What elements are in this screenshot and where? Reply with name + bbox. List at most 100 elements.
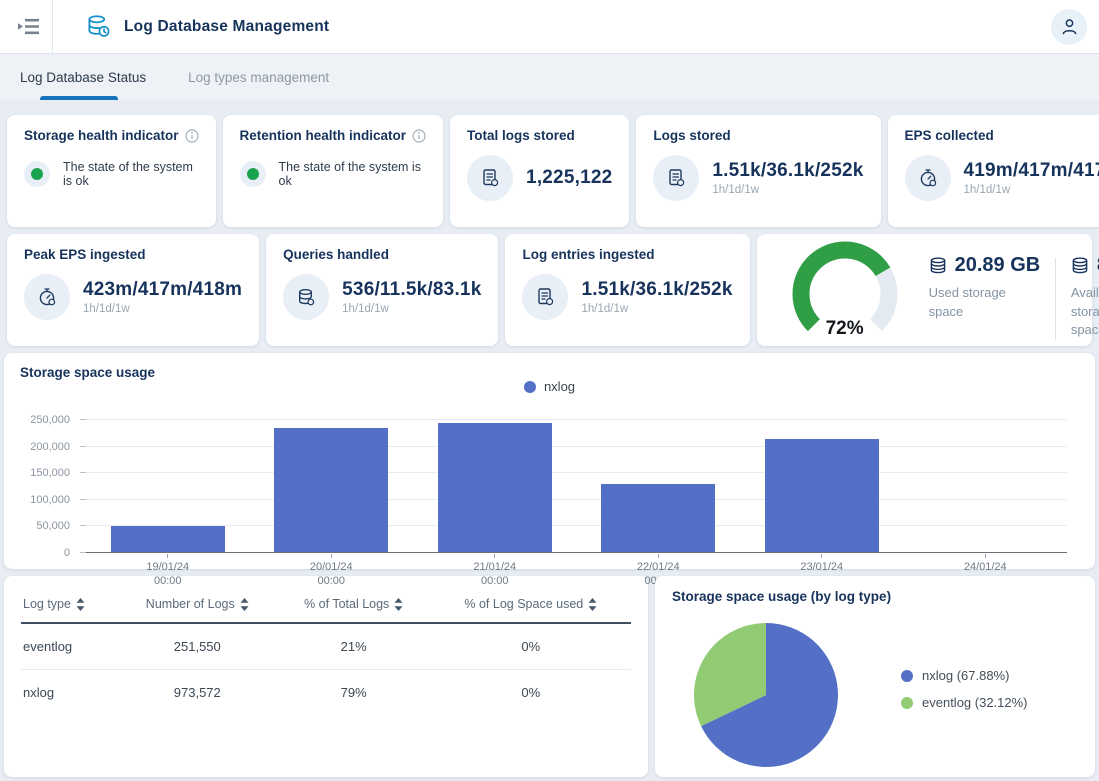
log-document-icon xyxy=(522,274,568,320)
peak-eps-ingested-card: Peak EPS ingested 423m/417m/418m 1h/1d/1… xyxy=(7,234,259,346)
bar-chart-legend-item-nxlog[interactable]: nxlog xyxy=(4,379,1095,394)
log-document-icon xyxy=(467,155,513,201)
health-dot-ring xyxy=(24,161,50,187)
y-tick-label: 0 xyxy=(64,546,70,560)
metric-value: 1.51k/36.1k/252k xyxy=(712,160,863,182)
bar-chart: 050,000100,000150,000200,000250,000 19/0… xyxy=(20,420,1079,592)
metric-period: 1h/1d/1w xyxy=(964,184,1099,196)
storage-stats: 20.89 GB Used storage space 8 GB Availab… xyxy=(929,240,1099,341)
bar-band xyxy=(413,420,577,553)
y-axis: 050,000100,000150,000200,000250,000 xyxy=(20,420,76,553)
used-storage-value: 20.89 GB xyxy=(955,254,1041,277)
topbar-divider xyxy=(52,0,53,54)
cell-log-type: nxlog xyxy=(21,670,118,716)
pie-legend-item-eventlog[interactable]: eventlog (32.12%) xyxy=(901,695,1028,710)
storage-disk-icon xyxy=(1071,257,1089,274)
pie-legend-item-nxlog[interactable]: nxlog (67.88%) xyxy=(901,668,1028,683)
page-title: Log Database Management xyxy=(124,18,329,36)
gauge-percent-label: 72% xyxy=(775,318,915,340)
sort-icon[interactable] xyxy=(76,598,85,611)
table-row-nxlog: nxlog 973,572 79% 0% xyxy=(21,670,631,716)
legend-dot xyxy=(901,670,913,682)
storage-space-usage-chart-card: Storage space usage nxlog 050,000100,000… xyxy=(4,353,1095,569)
health-status-text: The state of the system is ok xyxy=(279,160,427,188)
storage-usage-gauge: 72% xyxy=(775,238,915,342)
cell-log-type: eventlog xyxy=(21,623,118,670)
legend-label: eventlog (32.12%) xyxy=(922,695,1028,710)
metric-value: 423m/417m/418m xyxy=(83,279,242,301)
sort-icon[interactable] xyxy=(394,598,403,611)
pie-chart-title: Storage space usage (by log type) xyxy=(672,589,891,604)
metric-period: 1h/1d/1w xyxy=(342,303,481,315)
log-types-table: Log type Number of Logs % of Total Logs … xyxy=(21,584,631,715)
logs-stored-card: Logs stored 1.51k/36.1k/252k 1h/1d/1w xyxy=(636,115,880,227)
tab-bar: Log Database Status Log types management xyxy=(0,54,1099,100)
cell-pct-total-logs: 21% xyxy=(277,623,431,670)
available-storage-label: Available storage space xyxy=(1071,284,1099,341)
metric-period: 1h/1d/1w xyxy=(712,184,863,196)
log-entries-ingested-card: Log entries ingested 1.51k/36.1k/252k 1h… xyxy=(505,234,749,346)
card-title: Queries handled xyxy=(283,247,389,262)
x-tick-label: 19/01/2400:00 xyxy=(86,554,250,588)
metric-period: 1h/1d/1w xyxy=(581,303,732,315)
bar-band xyxy=(904,420,1068,553)
health-status-text: The state of the system is ok xyxy=(63,160,199,188)
health-dot xyxy=(31,168,43,180)
total-logs-stored-card: Total logs stored 1,225,122 xyxy=(450,115,629,227)
eps-collected-card: EPS collected 419m/417m/417m 1h/1d/1w xyxy=(888,115,1099,227)
bar-22/01/24[interactable] xyxy=(601,484,715,553)
cell-pct-log-space-used: 0% xyxy=(431,670,631,716)
log-database-management-page: Log Database Management Log Database Sta… xyxy=(0,0,1099,781)
y-tick-label: 200,000 xyxy=(30,440,70,454)
bar-23/01/24[interactable] xyxy=(765,439,879,553)
log-document-icon xyxy=(653,155,699,201)
eps-meter-icon xyxy=(24,274,70,320)
storage-by-log-type-card: Storage space usage (by log type) nxlog … xyxy=(655,576,1095,777)
kpi-row-1: Storage health indicator The state of th… xyxy=(7,115,1092,227)
table-row-eventlog: eventlog 251,550 21% 0% xyxy=(21,623,631,670)
health-dot-ring xyxy=(240,161,266,187)
sidebar-toggle-button[interactable] xyxy=(6,0,52,54)
card-title: Log entries ingested xyxy=(522,247,654,262)
cell-pct-total-logs: 79% xyxy=(277,670,431,716)
tab-log-database-status[interactable]: Log Database Status xyxy=(16,54,150,100)
database-icon xyxy=(283,274,329,320)
stat-divider xyxy=(1055,258,1056,341)
info-icon[interactable] xyxy=(185,129,199,143)
bar-20/01/24[interactable] xyxy=(274,428,388,553)
sort-icon[interactable] xyxy=(240,598,249,611)
bar-19/01/24[interactable] xyxy=(111,526,225,553)
card-title: Peak EPS ingested xyxy=(24,247,146,262)
bar-21/01/24[interactable] xyxy=(438,423,552,553)
storage-disk-icon xyxy=(929,257,947,274)
metric-value: 419m/417m/417m xyxy=(964,160,1099,182)
cell-number-of-logs: 251,550 xyxy=(118,623,277,670)
legend-label: nxlog (67.88%) xyxy=(922,668,1009,683)
metric-period: 1h/1d/1w xyxy=(83,303,242,315)
bar-band xyxy=(740,420,904,553)
metric-value: 1,225,122 xyxy=(526,167,612,189)
tab-log-types-management[interactable]: Log types management xyxy=(184,54,333,100)
metric-value: 1.51k/36.1k/252k xyxy=(581,279,732,301)
available-storage-stat: 8 GB Available storage space xyxy=(1071,254,1099,341)
storage-health-card: Storage health indicator The state of th… xyxy=(7,115,216,227)
health-dot xyxy=(247,168,259,180)
main-content: Storage health indicator The state of th… xyxy=(0,100,1099,777)
y-tick-label: 50,000 xyxy=(36,519,70,533)
log-types-table-card: Log type Number of Logs % of Total Logs … xyxy=(4,576,648,777)
info-icon[interactable] xyxy=(412,129,426,143)
card-title: Retention health indicator xyxy=(240,128,407,143)
log-database-icon xyxy=(85,13,112,40)
user-avatar[interactable] xyxy=(1051,9,1087,45)
y-tick-label: 150,000 xyxy=(30,466,70,480)
x-tick-label: 21/01/2400:00 xyxy=(413,554,577,588)
retention-health-card: Retention health indicator The state of … xyxy=(223,115,444,227)
pie-legend: nxlog (67.88%) eventlog (32.12%) xyxy=(901,668,1028,710)
card-title: EPS collected xyxy=(905,128,994,143)
used-storage-label: Used storage space xyxy=(929,284,1041,322)
legend-dot xyxy=(524,381,536,393)
x-axis-line xyxy=(86,552,1067,553)
user-icon xyxy=(1059,16,1080,37)
sort-icon[interactable] xyxy=(588,598,597,611)
bar-band xyxy=(577,420,741,553)
